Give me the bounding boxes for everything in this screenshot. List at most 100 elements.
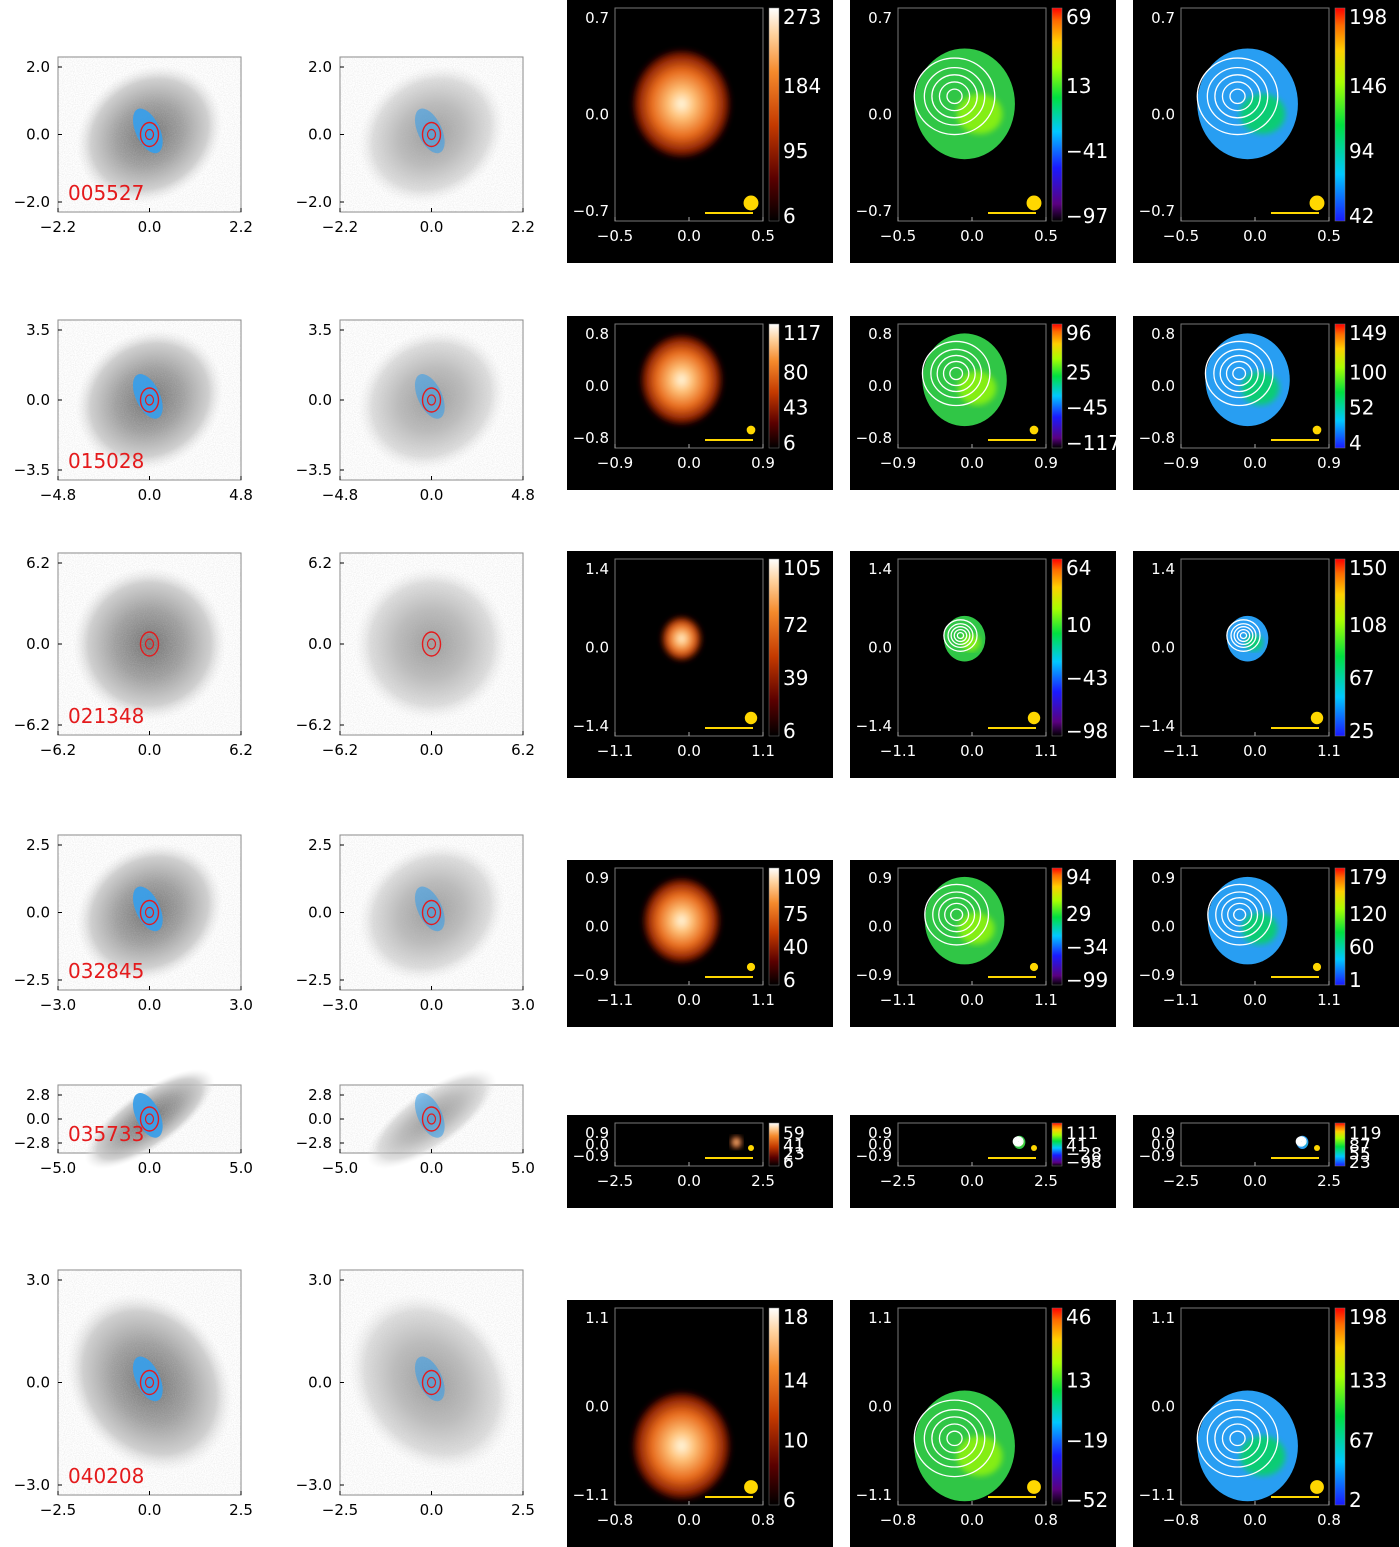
x-tick-label: 0.0 (138, 741, 162, 759)
colorbar (1334, 1122, 1346, 1167)
flux-contour (1196, 1399, 1279, 1478)
y-tick-label: 3.5 (26, 321, 50, 339)
y-tick-label: 0.0 (26, 1374, 50, 1392)
y-tick-label: −2.5 (14, 971, 50, 989)
y-tick-label: −0.8 (573, 429, 609, 447)
colorbar-label: 184 (783, 74, 821, 98)
x-tick-label: 0.0 (420, 741, 444, 759)
colorbar-label: 6 (783, 431, 796, 455)
x-tick-label: 6.2 (229, 741, 253, 759)
colorbar-label: 179 (1349, 865, 1387, 889)
emission-region (414, 374, 445, 419)
flux-contour (923, 1409, 986, 1468)
red-contour (426, 1376, 437, 1389)
flux-contour (1297, 1138, 1305, 1145)
x-tick-label: −0.8 (1163, 1511, 1199, 1529)
y-tick-label: −2.5 (296, 971, 332, 989)
y-tick-label: −3.5 (296, 461, 332, 479)
flux-contour (946, 88, 963, 105)
colorbar-label: 41 (783, 1136, 805, 1156)
flux-contour (1219, 354, 1259, 393)
flux-contour (956, 631, 965, 640)
colorbar-label: −45 (1066, 396, 1108, 420)
colorbar-label: 6 (783, 1488, 796, 1512)
y-tick-label: 0.0 (308, 1110, 332, 1128)
y-tick-label: 3.0 (308, 1271, 332, 1289)
colorbar-label: −99 (1066, 968, 1108, 992)
x-tick-label: 2.5 (1317, 1172, 1341, 1190)
red-contour (144, 906, 155, 919)
y-tick-label: 1.1 (868, 1309, 892, 1327)
flux-contour (1236, 628, 1251, 643)
x-tick-label: −2.2 (322, 218, 358, 236)
flux-map-panel: −0.8 0.0 0.8 1.1 0.0 −1.1 18 14 10 6 (567, 1300, 833, 1547)
red-contour (426, 638, 437, 650)
y-tick-label: 0.0 (26, 635, 50, 653)
colorbar (1051, 7, 1063, 222)
x-tick-label: 0.0 (138, 1501, 162, 1519)
emission-region (414, 1356, 445, 1402)
galaxy-id-label: 040208 (68, 1464, 144, 1488)
beam-marker (1027, 1480, 1041, 1494)
y-tick-label: 0.0 (585, 106, 609, 124)
beam-marker (1310, 711, 1324, 725)
y-tick-label: 0.8 (1151, 325, 1175, 343)
x-tick-label: 0.0 (1243, 742, 1267, 760)
y-tick-label: 2.0 (308, 58, 332, 76)
x-tick-label: −3.0 (40, 996, 76, 1014)
hst-broadband-panel: −5.0 0.0 5.0 2.8 0.0 −2.8 035733 (14, 1069, 253, 1177)
x-tick-label: 0.0 (138, 996, 162, 1014)
flux-contour (1221, 1423, 1254, 1454)
flux-contour (1015, 1139, 1021, 1144)
y-tick-label: 0.0 (585, 1136, 609, 1154)
emission-region (132, 108, 163, 154)
flux-contour (923, 66, 986, 126)
x-tick-label: 0.0 (1243, 227, 1267, 245)
colorbar-label: −117 (1066, 431, 1121, 455)
colorbar (1051, 323, 1063, 449)
flux-contour (949, 366, 964, 381)
dispersion-map-panel: −0.5 0.0 0.5 0.7 0.0 −0.7 198 146 94 42 (1133, 0, 1399, 263)
x-tick-label: −1.1 (597, 991, 633, 1009)
x-tick-label: −3.0 (322, 996, 358, 1014)
x-tick-label: 0.0 (677, 991, 701, 1009)
colorbar-label: 96 (1066, 321, 1091, 345)
colorbar-label: 198 (1349, 5, 1387, 29)
field-variation (958, 371, 997, 406)
field-variation (1241, 912, 1278, 945)
row-035733: −5.0 0.0 5.0 2.8 0.0 −2.8 035733 −5.0 0.0 5.0 2.8 0… (14, 1069, 1399, 1208)
x-tick-label: 1.1 (1317, 991, 1341, 1009)
hst-narrowband-panel: −6.2 0.0 6.2 6.2 0.0 −6.2 (296, 552, 535, 759)
red-contour (426, 1113, 437, 1125)
y-tick-label: 0.0 (868, 918, 892, 936)
x-tick-label: −0.8 (597, 1511, 633, 1529)
colorbar-label: 43 (783, 396, 808, 420)
flux-contour (1296, 1137, 1306, 1146)
flux-contour (1012, 1136, 1024, 1147)
x-tick-label: 0.0 (138, 486, 162, 504)
red-contour (144, 638, 155, 650)
hst-broadband-panel: −4.8 0.0 4.8 3.5 0.0 −3.5 015028 (14, 319, 253, 504)
beam-marker (1026, 195, 1042, 211)
x-tick-label: −2.5 (880, 1172, 916, 1190)
colorbar-label: 67 (1349, 1428, 1374, 1452)
y-tick-label: 0.9 (585, 1124, 609, 1142)
y-tick-label: 0.0 (308, 126, 332, 144)
field-variation (1241, 371, 1280, 406)
x-tick-label: 0.9 (1317, 454, 1341, 472)
flux-contour (932, 891, 982, 939)
y-tick-label: −2.0 (296, 193, 332, 211)
y-tick-label: 0.0 (1151, 1398, 1175, 1416)
y-tick-label: −1.4 (856, 717, 892, 735)
colorbar-label: 64 (1066, 556, 1091, 580)
x-tick-label: 0.8 (1317, 1511, 1341, 1529)
x-tick-label: −5.0 (322, 1159, 358, 1177)
y-tick-label: −0.8 (856, 429, 892, 447)
y-tick-label: −0.7 (1139, 202, 1175, 220)
x-tick-label: −5.0 (40, 1159, 76, 1177)
image-noise (58, 553, 241, 735)
y-tick-label: 0.0 (585, 918, 609, 936)
x-tick-label: 4.8 (511, 486, 535, 504)
red-contour (421, 1106, 442, 1132)
colorbar-label: 80 (783, 360, 808, 384)
